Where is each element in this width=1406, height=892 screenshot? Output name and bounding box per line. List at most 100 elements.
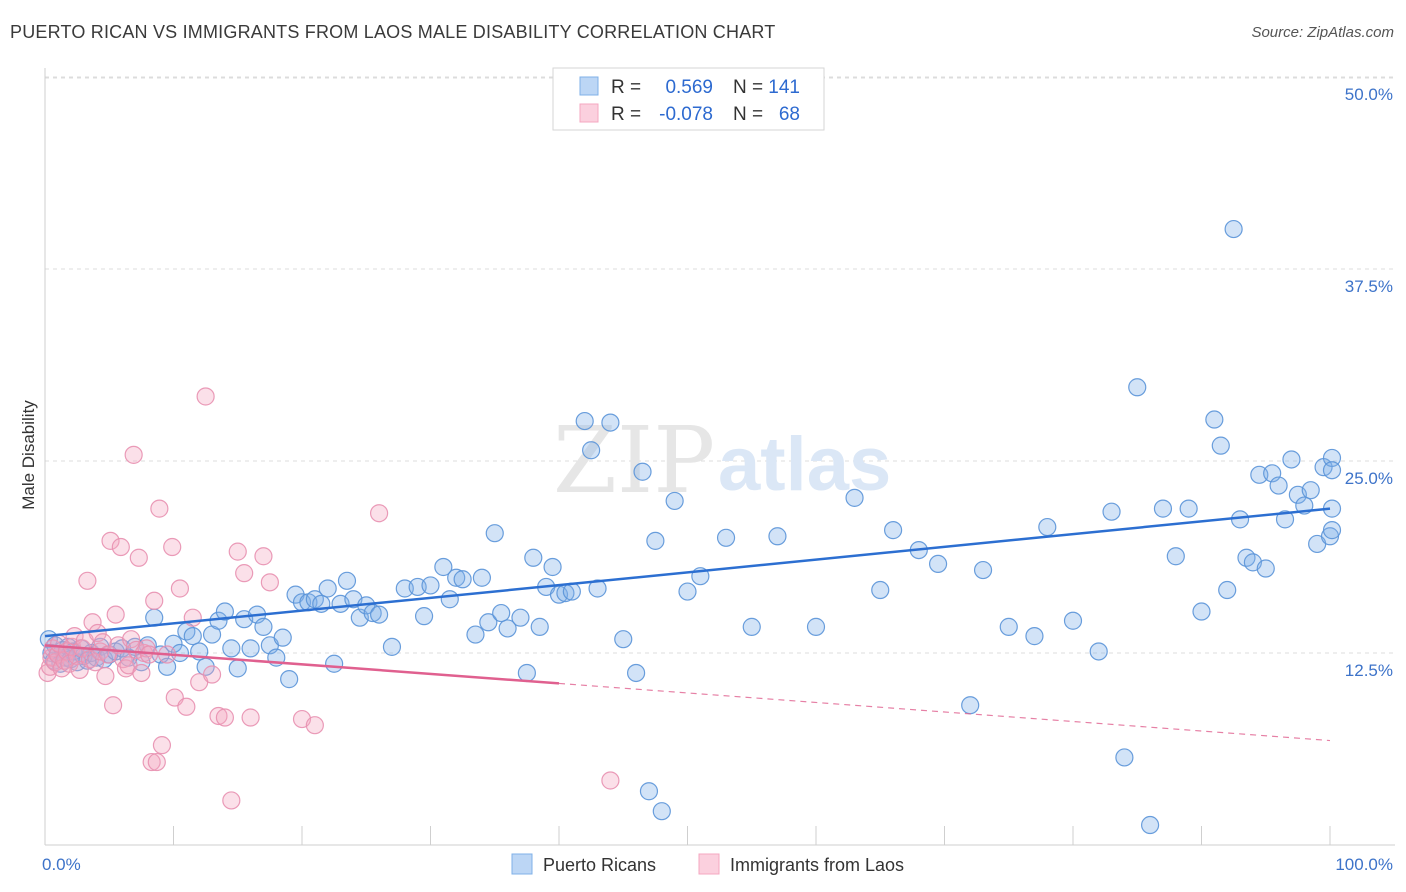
point-puerto-ricans bbox=[961, 696, 980, 715]
point-immigrants-from-laos bbox=[241, 708, 260, 727]
point-puerto-ricans bbox=[492, 603, 511, 623]
point-puerto-ricans bbox=[1192, 602, 1211, 621]
point-puerto-ricans bbox=[582, 441, 601, 460]
point-puerto-ricans bbox=[440, 590, 459, 609]
point-puerto-ricans bbox=[999, 617, 1018, 636]
stats-r-value-2: -0.078 bbox=[659, 104, 713, 125]
stats-r-label-1: R = bbox=[611, 77, 641, 98]
point-immigrants-from-laos bbox=[106, 605, 125, 624]
point-puerto-ricans bbox=[421, 576, 440, 595]
point-puerto-ricans bbox=[318, 579, 337, 598]
stats-r-label-2: R = bbox=[611, 104, 641, 125]
watermark-zip: ZIP bbox=[553, 407, 715, 514]
point-puerto-ricans bbox=[1275, 510, 1295, 529]
stats-n-label-2: N = bbox=[733, 104, 763, 125]
stats-swatch-blue bbox=[579, 76, 599, 96]
point-puerto-ricans bbox=[646, 531, 665, 550]
point-immigrants-from-laos bbox=[152, 736, 172, 755]
point-puerto-ricans bbox=[382, 637, 402, 656]
point-puerto-ricans bbox=[530, 617, 549, 636]
point-immigrants-from-laos bbox=[142, 752, 161, 772]
stats-n-value-1: 141 bbox=[768, 77, 800, 98]
point-puerto-ricans bbox=[601, 413, 620, 432]
watermark-atlas: atlas bbox=[718, 422, 891, 507]
point-puerto-ricans bbox=[1205, 410, 1224, 429]
point-immigrants-from-laos bbox=[305, 716, 324, 735]
x-tick-labels: 0.0% 100.0% bbox=[42, 855, 1393, 874]
y-tick-label: 12.5% bbox=[1345, 661, 1393, 680]
point-puerto-ricans bbox=[254, 617, 273, 636]
point-puerto-ricans bbox=[1115, 748, 1134, 767]
point-puerto-ricans bbox=[215, 602, 234, 621]
point-puerto-ricans bbox=[524, 548, 543, 567]
stats-r-value-1: 0.569 bbox=[665, 77, 713, 98]
point-puerto-ricans bbox=[1301, 481, 1320, 500]
point-puerto-ricans bbox=[973, 560, 993, 580]
point-puerto-ricans bbox=[447, 568, 466, 587]
point-immigrants-from-laos bbox=[96, 666, 115, 686]
point-immigrants-from-laos bbox=[88, 623, 107, 643]
stats-box: R = 0.569 N = 141 R = -0.078 N = 68 bbox=[552, 67, 825, 131]
point-puerto-ricans bbox=[652, 802, 671, 821]
point-puerto-ricans bbox=[498, 619, 517, 638]
point-puerto-ricans bbox=[1166, 547, 1185, 566]
point-puerto-ricans bbox=[337, 571, 357, 590]
y-tick-labels: 12.5% 25.0% 37.5% 50.0% bbox=[1345, 85, 1393, 680]
point-immigrants-from-laos bbox=[132, 663, 151, 683]
point-puerto-ricans bbox=[1269, 476, 1288, 495]
stats-n-value-2: 68 bbox=[779, 104, 800, 125]
point-immigrants-from-laos bbox=[111, 537, 130, 557]
legend-label-puerto-ricans: Puerto Ricans bbox=[543, 855, 656, 875]
point-puerto-ricans bbox=[517, 663, 536, 683]
point-puerto-ricans bbox=[183, 627, 202, 646]
point-puerto-ricans bbox=[768, 527, 787, 546]
trend-line-immigrants-from-laos-extrapolated bbox=[558, 682, 1331, 742]
x-tick-label: 100.0% bbox=[1335, 855, 1393, 874]
point-puerto-ricans bbox=[1153, 499, 1173, 518]
point-immigrants-from-laos bbox=[183, 608, 202, 627]
point-immigrants-from-laos bbox=[80, 650, 100, 669]
point-immigrants-from-laos bbox=[215, 708, 234, 727]
point-puerto-ricans bbox=[1063, 611, 1083, 630]
point-immigrants-from-laos bbox=[196, 387, 215, 406]
trend-lines bbox=[44, 507, 1331, 742]
point-puerto-ricans bbox=[575, 411, 594, 431]
point-puerto-ricans bbox=[1322, 461, 1342, 480]
point-puerto-ricans bbox=[1282, 450, 1301, 469]
point-puerto-ricans bbox=[325, 654, 344, 673]
point-puerto-ricans bbox=[845, 488, 864, 507]
x-tick-label: 0.0% bbox=[42, 855, 81, 874]
point-immigrants-from-laos bbox=[202, 665, 222, 684]
point-immigrants-from-laos bbox=[150, 499, 169, 518]
point-puerto-ricans bbox=[1140, 815, 1160, 835]
point-puerto-ricans bbox=[1102, 502, 1121, 521]
point-puerto-ricans bbox=[228, 659, 247, 678]
legend-label-immigrants-from-laos: Immigrants from Laos bbox=[730, 855, 904, 875]
point-puerto-ricans bbox=[241, 639, 260, 658]
chart-title: PUERTO RICAN VS IMMIGRANTS FROM LAOS MAL… bbox=[10, 22, 776, 42]
point-puerto-ricans bbox=[1211, 436, 1230, 455]
trend-line-immigrants-from-laos bbox=[44, 644, 560, 685]
data-points bbox=[38, 219, 1342, 835]
point-puerto-ricans bbox=[1322, 521, 1342, 540]
point-puerto-ricans bbox=[588, 579, 607, 598]
point-immigrants-from-laos bbox=[222, 791, 241, 810]
point-puerto-ricans bbox=[434, 557, 453, 577]
point-puerto-ricans bbox=[543, 557, 562, 577]
point-puerto-ricans bbox=[1089, 642, 1108, 661]
point-puerto-ricans bbox=[883, 521, 903, 540]
point-puerto-ricans bbox=[485, 524, 504, 543]
y-tick-label: 37.5% bbox=[1345, 277, 1393, 296]
point-puerto-ricans bbox=[370, 605, 389, 624]
point-immigrants-from-laos bbox=[601, 771, 620, 790]
legend-swatch-immigrants-from-laos bbox=[698, 853, 720, 875]
point-immigrants-from-laos bbox=[370, 504, 389, 523]
point-immigrants-from-laos bbox=[260, 573, 279, 592]
stats-n-label-1: N = bbox=[733, 77, 763, 98]
point-puerto-ricans bbox=[1038, 517, 1057, 537]
point-puerto-ricans bbox=[1256, 559, 1275, 578]
point-puerto-ricans bbox=[633, 462, 652, 481]
trend-line-puerto-ricans bbox=[44, 507, 1331, 638]
point-puerto-ricans bbox=[1218, 580, 1237, 600]
point-puerto-ricans bbox=[871, 580, 890, 600]
